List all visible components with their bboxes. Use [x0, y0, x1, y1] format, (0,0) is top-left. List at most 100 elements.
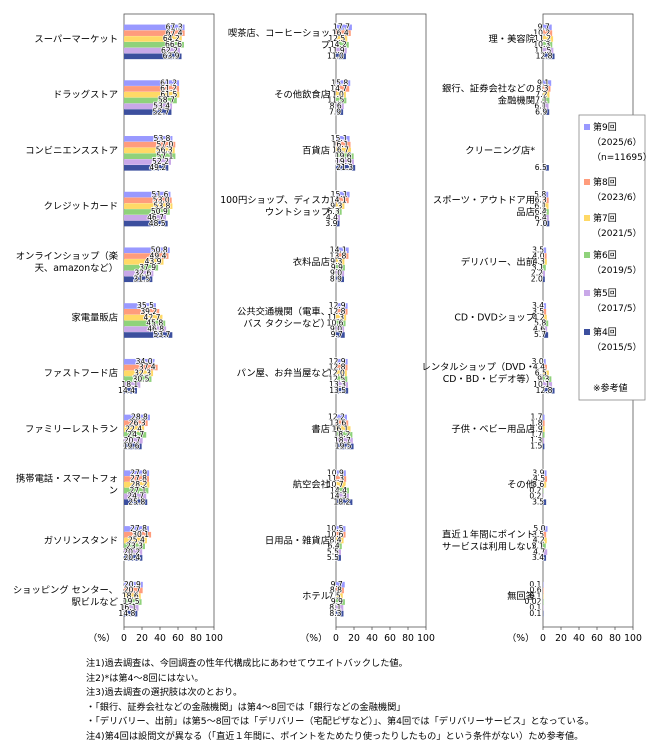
footnotes: 注1)過去調査は、今回調査の性年代構成比にあわせてウエイトバックした値。 注2)…: [86, 657, 661, 745]
data-label: 21.3: [336, 163, 353, 172]
bar: [124, 153, 176, 160]
data-label: 31.5: [133, 274, 150, 283]
bar: [124, 109, 172, 115]
bar: [336, 549, 341, 555]
bar: [336, 36, 348, 42]
data-label: 3.5: [532, 530, 544, 539]
data-label: 9.7: [331, 580, 343, 589]
bar: [336, 332, 345, 338]
data-label: 18.2: [333, 430, 350, 439]
category-label: ホテル: [302, 591, 330, 602]
x-axis-unit: （%）: [88, 633, 115, 644]
legend-label: 第9回: [593, 121, 617, 133]
bar: [336, 147, 352, 154]
category-label: 百貨店: [302, 144, 330, 156]
bar: [124, 599, 142, 605]
category-label: パン屋、お弁当屋など: [237, 367, 331, 379]
bar: [336, 326, 345, 332]
bar: [124, 159, 171, 165]
data-label: 9.0: [330, 269, 342, 278]
footnote: 注4)第4回は設問文が異なる（「直近１年間に、ポイントをためたり使ったりしたもの…: [86, 730, 584, 742]
bar: [124, 555, 143, 561]
bar: [124, 36, 182, 42]
bar: [336, 136, 350, 142]
x-tick-label: 80: [402, 633, 414, 644]
bar: [543, 537, 547, 544]
data-label: 19.5: [123, 597, 140, 606]
data-label: 6.5: [535, 163, 547, 172]
bar: [124, 382, 141, 388]
bar: [543, 387, 555, 394]
data-label: 8.8: [330, 586, 342, 595]
bar: [124, 259, 164, 265]
data-label: 19.9: [335, 157, 352, 166]
bar: [543, 320, 549, 327]
x-axis-unit: （%）: [300, 633, 327, 644]
legend-swatch: [584, 124, 590, 130]
bar: [543, 109, 550, 115]
data-label: 12.9: [329, 301, 346, 310]
bar: [124, 593, 141, 600]
legend-note: ※参考値: [593, 382, 628, 394]
category-label: その他飲食店: [274, 89, 330, 101]
data-label: 50.8: [151, 245, 168, 254]
bar: [124, 30, 185, 36]
bar: [336, 593, 343, 600]
data-label: 67.4: [166, 28, 183, 37]
data-label: 9.3: [537, 374, 549, 383]
bar: [543, 376, 552, 382]
bar: [336, 303, 348, 309]
category-label: 公共交通機関（電車、: [237, 306, 330, 318]
legend-box: [578, 114, 646, 401]
data-label: 12.8: [536, 386, 553, 395]
x-tick-label: 20: [348, 633, 360, 644]
data-label: 49.2: [149, 163, 166, 172]
bar: [124, 264, 159, 271]
category-label: CD・DVDショップ: [454, 313, 535, 324]
data-label: 12.9: [329, 357, 346, 366]
data-label: 24.7: [127, 492, 144, 501]
category-label: サービスは利用しない: [442, 540, 535, 552]
data-label: 12.5: [328, 34, 345, 43]
data-label: 7.2: [535, 90, 547, 99]
bar: [543, 587, 544, 594]
data-label: 63.9: [163, 52, 180, 61]
legend-swatch: [584, 252, 590, 258]
bar: [124, 476, 150, 482]
legend-swatch: [584, 290, 590, 296]
data-label: 0.2: [529, 486, 541, 495]
data-label: 8.6: [330, 101, 342, 110]
category-label: バス タクシーなど）: [243, 319, 330, 330]
data-label: 9.3: [330, 257, 342, 266]
data-label: 61.2: [160, 84, 177, 93]
data-label: 6.3: [535, 196, 547, 205]
bar: [124, 426, 145, 432]
data-label: 12.0: [328, 369, 345, 378]
bar: [336, 605, 344, 611]
data-label: 2.0: [531, 274, 543, 283]
data-label: 64.2: [163, 34, 180, 43]
bar: [336, 364, 348, 371]
data-label: 0.1: [529, 580, 541, 589]
data-label: 1.7: [530, 413, 542, 422]
data-label: 14.3: [330, 492, 347, 501]
bar: [543, 264, 546, 271]
data-label: 24.7: [127, 430, 144, 439]
data-label: 13.3: [329, 380, 346, 389]
data-label: 0.02: [524, 597, 541, 606]
legend-swatch: [584, 215, 590, 221]
data-label: 53.4: [153, 101, 170, 110]
bar: [336, 420, 349, 427]
data-label: 0.2: [529, 492, 541, 501]
data-label: 0.1: [529, 603, 541, 612]
bar: [336, 203, 345, 209]
data-label: 27.1: [129, 486, 146, 495]
data-label: 27.8: [130, 474, 147, 483]
category-label: 子供・ベビー用品店: [451, 423, 535, 435]
category-label: 家電量販店: [72, 312, 119, 324]
bar: [543, 470, 547, 476]
bar: [124, 209, 170, 215]
x-tick-label: 0: [121, 633, 127, 644]
bar: [336, 414, 347, 421]
category-label: レンタルショップ（DVD・: [422, 362, 535, 373]
